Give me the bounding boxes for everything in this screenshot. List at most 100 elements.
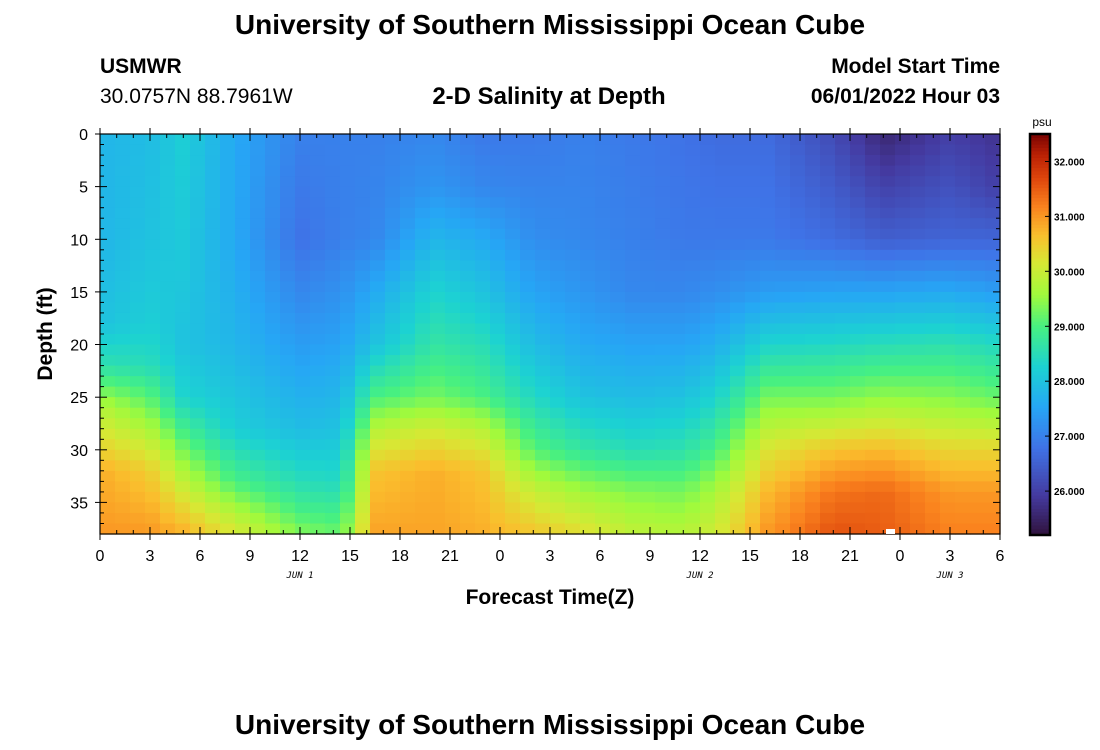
heatmap-cell (880, 176, 896, 188)
heatmap-cell (460, 291, 476, 304)
heatmap-cell (670, 144, 686, 156)
heatmap-cell (940, 228, 956, 240)
heatmap-cell (790, 512, 806, 525)
heatmap-cell (535, 460, 551, 472)
heatmap-cell (340, 302, 356, 314)
heatmap-cell (265, 365, 281, 377)
heatmap-cell (730, 228, 746, 240)
heatmap-cell (310, 155, 326, 167)
heatmap-cell (295, 428, 311, 440)
heatmap-cell (730, 460, 746, 472)
heatmap-cell (400, 228, 416, 240)
heatmap-cell (580, 439, 596, 451)
heatmap-cell (835, 439, 851, 451)
heatmap-cell (715, 270, 731, 282)
colorbar-segment (1030, 194, 1050, 199)
heatmap-cell (685, 228, 701, 240)
heatmap-cell (385, 176, 401, 188)
heatmap-cell (565, 249, 581, 261)
colorbar-segment (1030, 401, 1050, 406)
heatmap-cell (145, 449, 161, 461)
heatmap-cell (700, 270, 716, 282)
heatmap-cell (505, 228, 521, 240)
heatmap-cell (865, 260, 881, 272)
heatmap-cell (325, 249, 341, 261)
heatmap-cell (145, 207, 161, 219)
heatmap-cell (340, 491, 356, 504)
heatmap-cell (655, 270, 671, 282)
heatmap-cell (460, 397, 476, 409)
heatmap-cell (400, 144, 416, 156)
heatmap-cell (625, 176, 641, 188)
heatmap-cell (595, 281, 611, 293)
heatmap-cell (895, 470, 911, 482)
heatmap-cell (535, 428, 551, 440)
heatmap-cell (295, 312, 311, 325)
heatmap-cell (325, 270, 341, 282)
heatmap-cell (190, 207, 206, 219)
heatmap-cell (340, 323, 356, 335)
heatmap-cell (460, 323, 476, 335)
heatmap-cell (625, 197, 641, 209)
heatmap-cell (655, 134, 671, 146)
heatmap-cell (280, 512, 296, 525)
heatmap-cell (775, 355, 791, 367)
heatmap-cell (640, 355, 656, 367)
heatmap-cell (265, 291, 281, 304)
heatmap-cell (790, 502, 806, 514)
heatmap-cell (205, 481, 221, 493)
heatmap-cell (670, 281, 686, 293)
colorbar-segment (1030, 491, 1050, 496)
heatmap-cell (985, 218, 1001, 230)
heatmap-cell (655, 428, 671, 440)
heatmap-cell (280, 302, 296, 314)
heatmap-cell (985, 291, 1001, 304)
heatmap-cell (760, 407, 776, 419)
heatmap-cell (295, 386, 311, 398)
heatmap-cells (100, 134, 1001, 535)
heatmap-cell (685, 512, 701, 525)
heatmap-cell (595, 218, 611, 230)
heatmap-cell (895, 302, 911, 314)
heatmap-cell (715, 291, 731, 304)
heatmap-cell (880, 439, 896, 451)
heatmap-cell (775, 270, 791, 282)
heatmap-cell (955, 312, 971, 325)
heatmap-cell (310, 291, 326, 304)
heatmap-cell (760, 323, 776, 335)
heatmap-cell (685, 218, 701, 230)
heatmap-cell (355, 291, 371, 304)
heatmap-cell (430, 228, 446, 240)
heatmap-cell (205, 260, 221, 272)
heatmap-cell (430, 523, 446, 535)
heatmap-cell (190, 134, 206, 146)
heatmap-cell (115, 207, 131, 219)
missing-data-marker (886, 529, 895, 534)
heatmap-cell (460, 502, 476, 514)
heatmap-cell (805, 176, 821, 188)
heatmap-cell (805, 165, 821, 177)
heatmap-cell (265, 312, 281, 325)
heatmap-cell (805, 260, 821, 272)
heatmap-cell (160, 155, 176, 167)
heatmap-cell (535, 481, 551, 493)
colorbar-frame (1028, 132, 1052, 537)
heatmap-cell (235, 176, 251, 188)
heatmap-cell (655, 218, 671, 230)
heatmap-cell (445, 334, 461, 346)
heatmap-cell (580, 155, 596, 167)
heatmap-cell (880, 502, 896, 514)
heatmap-cell (760, 491, 776, 504)
heatmap-cell (355, 449, 371, 461)
heatmap-cell (715, 228, 731, 240)
heatmap-cell (685, 449, 701, 461)
heatmap-cell (280, 186, 296, 198)
heatmap-cell (910, 418, 926, 430)
heatmap-cell (805, 334, 821, 346)
heatmap-cell (400, 344, 416, 356)
colorbar-segment (1030, 478, 1050, 483)
heatmap-cell (730, 449, 746, 461)
heatmap-cell (580, 449, 596, 461)
heatmap-cell (280, 481, 296, 493)
heatmap-cell (790, 397, 806, 409)
